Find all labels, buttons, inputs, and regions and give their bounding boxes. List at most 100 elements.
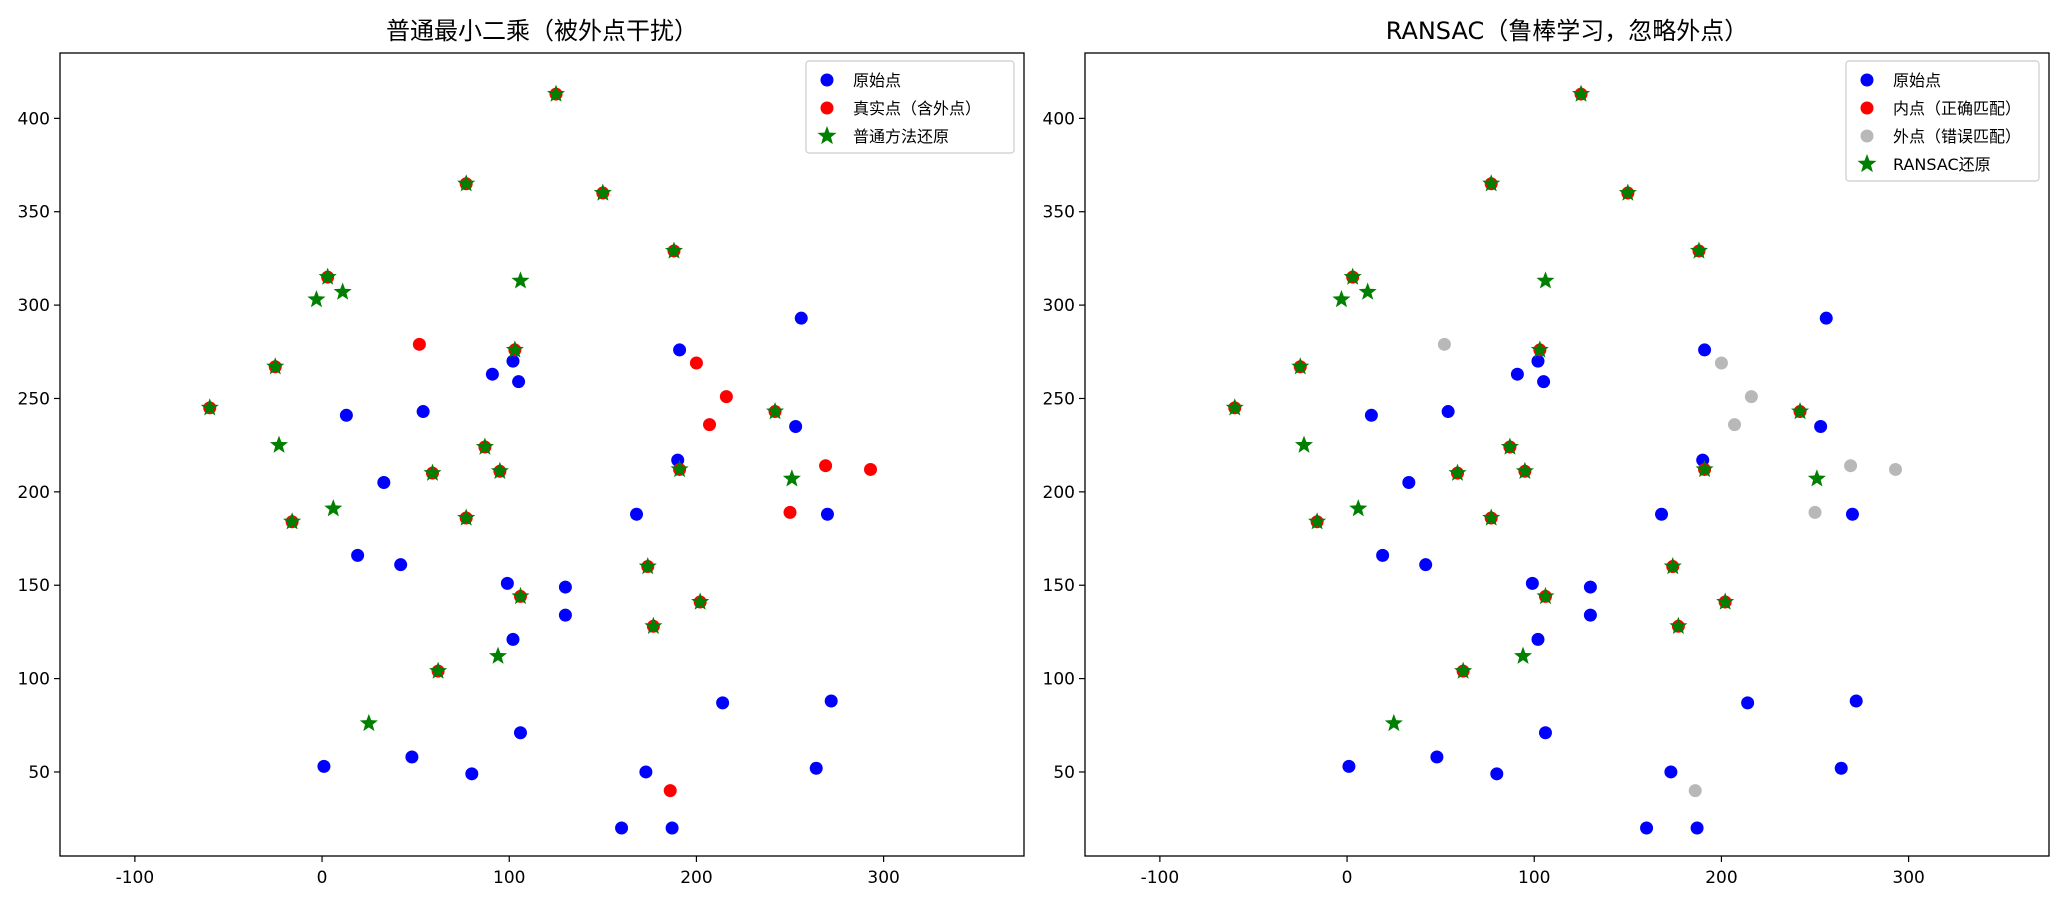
scatter-panel-2: RANSAC（鲁棒学习，忽略外点） -100 0 100 200 300 50 100 150 2…	[1043, 17, 2050, 888]
data-point	[1364, 408, 1378, 422]
data-point	[820, 507, 834, 521]
data-point	[1655, 507, 1669, 521]
data-point	[1688, 784, 1702, 798]
legend-marker	[817, 126, 837, 145]
data-point-star	[475, 437, 494, 455]
x-tick: -100	[116, 856, 154, 888]
data-point-star	[333, 282, 352, 300]
x-tick: 0	[1342, 856, 1352, 888]
legend-marker	[820, 73, 834, 87]
plot-frame	[1084, 52, 2050, 857]
data-point	[1819, 311, 1833, 325]
data-point	[558, 608, 572, 622]
data-point	[351, 548, 365, 562]
scatter-panel-1: 普通最小二乘（被外点干扰） -100 0 100 200 300 50 100 150 200 25…	[18, 17, 1025, 888]
legend-label: 外点（错误匹配）	[1893, 127, 2021, 146]
y-tick-label: 50	[1053, 763, 1075, 783]
data-point-star	[1669, 616, 1688, 634]
y-tick: 150	[18, 576, 60, 596]
series-2	[1228, 87, 1807, 678]
data-point	[1698, 343, 1712, 357]
data-point-star	[1343, 267, 1362, 285]
x-tick-label: -100	[1141, 868, 1180, 888]
data-point-star	[490, 461, 509, 479]
plot-frame	[59, 52, 1025, 857]
y-tick: 350	[1043, 203, 1085, 223]
data-point-star	[670, 459, 689, 478]
data-point-star	[593, 183, 612, 201]
data-point	[1437, 337, 1451, 351]
data-point-star	[644, 616, 663, 634]
data-point-star	[691, 592, 710, 610]
series-1	[317, 311, 838, 835]
data-point	[1510, 367, 1524, 381]
data-point	[1342, 759, 1356, 773]
legend-marker	[1860, 73, 1874, 87]
data-point-star	[638, 557, 657, 575]
data-point-star	[1384, 713, 1403, 732]
y-tick-label: 50	[28, 763, 50, 783]
y-tick: 200	[18, 483, 60, 503]
x-tick-label: 200	[1705, 868, 1737, 888]
data-point	[689, 356, 703, 370]
chart-title: 普通最小二乘（被外点干扰）	[386, 17, 698, 45]
data-point-star	[1500, 437, 1519, 455]
data-point-star	[1572, 84, 1591, 102]
data-point-star	[511, 271, 530, 289]
y-tick: 100	[1043, 670, 1085, 690]
data-point-star	[1536, 586, 1555, 605]
x-tick: 200	[1705, 856, 1738, 888]
data-point	[558, 580, 572, 594]
y-tick-label: 100	[1043, 670, 1075, 690]
data-point	[1808, 505, 1822, 519]
legend-box	[805, 60, 1015, 154]
data-point-star	[1513, 646, 1533, 664]
x-tick: 300	[1892, 856, 1925, 888]
data-point	[819, 459, 833, 473]
data-point	[719, 390, 733, 404]
y-tick-label: 150	[1043, 576, 1075, 596]
data-point-star	[505, 340, 524, 358]
data-point-star	[1349, 499, 1368, 517]
data-point-star	[1695, 459, 1714, 478]
data-point	[394, 558, 408, 572]
data-point	[1849, 694, 1863, 708]
data-point-star	[511, 586, 530, 605]
data-point	[639, 765, 653, 779]
y-tick: 100	[18, 670, 60, 690]
x-tick: 100	[1518, 856, 1550, 888]
x-tick: 300	[867, 856, 900, 888]
data-point-star	[1807, 469, 1826, 487]
legend-label: 真实点（含外点）	[853, 99, 981, 118]
data-point-star	[1358, 282, 1377, 300]
data-point	[1441, 405, 1455, 419]
data-point-star	[307, 290, 326, 308]
data-point-star	[1332, 290, 1351, 308]
data-point	[1525, 576, 1539, 590]
x-tick: 0	[317, 856, 327, 888]
y-tick-label: 100	[18, 670, 50, 690]
data-point	[1583, 608, 1597, 622]
data-point-star	[1454, 661, 1473, 679]
data-point-star	[423, 463, 442, 481]
data-point	[663, 784, 677, 798]
series-2	[203, 87, 878, 798]
data-point	[506, 354, 520, 368]
data-point-star	[1791, 402, 1810, 420]
data-point-star	[457, 174, 476, 192]
y-tick: 350	[18, 203, 60, 223]
data-point	[1889, 462, 1903, 476]
data-point	[485, 367, 499, 381]
y-tick-label: 350	[18, 203, 50, 223]
y-tick-label: 200	[1043, 483, 1075, 503]
x-tick-label: 100	[493, 868, 525, 888]
data-point	[500, 576, 514, 590]
data-point-star	[488, 646, 508, 664]
data-point	[824, 694, 838, 708]
y-tick: 400	[18, 109, 60, 129]
data-point	[1490, 767, 1504, 781]
data-point	[1741, 696, 1755, 710]
y-tick-label: 300	[18, 296, 50, 316]
